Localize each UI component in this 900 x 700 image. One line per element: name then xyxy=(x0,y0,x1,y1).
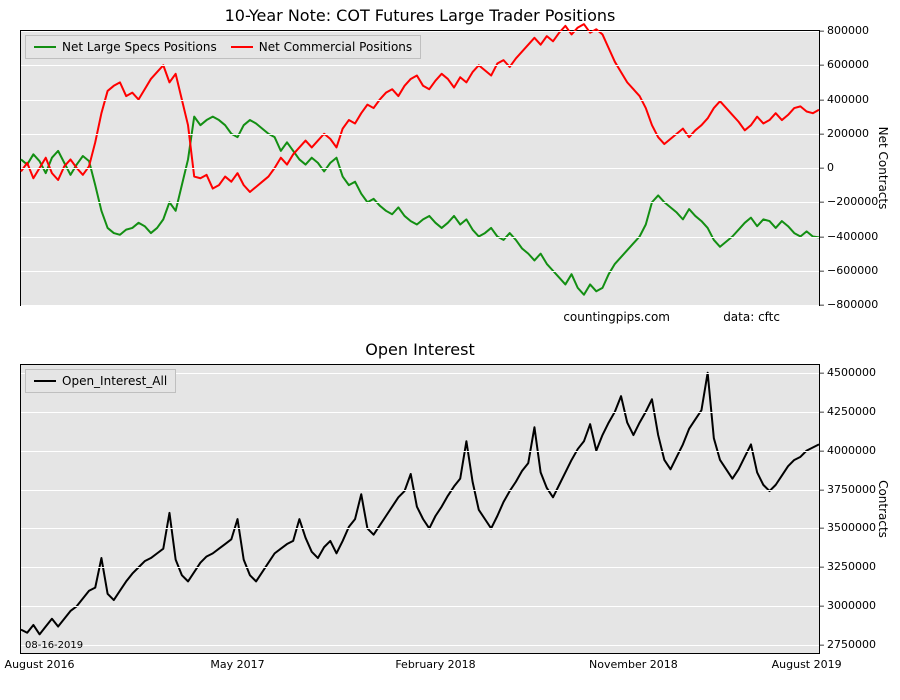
ytick-label: −400000 xyxy=(827,230,887,243)
xtick-label: May 2017 xyxy=(210,658,264,671)
top-legend: Net Large Specs Positions Net Commercial… xyxy=(25,35,421,59)
gridline xyxy=(21,412,819,413)
legend-label-oi: Open_Interest_All xyxy=(62,374,167,388)
ytick-label: −200000 xyxy=(827,195,887,208)
gridline xyxy=(21,134,819,135)
gridline xyxy=(21,202,819,203)
ytick-label: 4000000 xyxy=(827,444,887,457)
legend-label-specs: Net Large Specs Positions xyxy=(62,40,217,54)
top-panel: 10-Year Note: COT Futures Large Trader P… xyxy=(20,6,820,326)
gridline xyxy=(21,100,819,101)
gridline xyxy=(21,237,819,238)
figure-root: 10-Year Note: COT Futures Large Trader P… xyxy=(0,0,900,700)
gridline xyxy=(21,271,819,272)
top-plot-area: Net Large Specs Positions Net Commercial… xyxy=(20,30,820,306)
legend-item-specs: Net Large Specs Positions xyxy=(34,40,217,54)
gridline xyxy=(21,305,819,306)
bottom-plot-area: Open_Interest_All Contracts 08-16-2019 2… xyxy=(20,364,820,654)
top-panel-title: 10-Year Note: COT Futures Large Trader P… xyxy=(20,6,820,25)
ytick-label: 3750000 xyxy=(827,483,887,496)
gridline xyxy=(21,168,819,169)
xtick-label: August 2016 xyxy=(5,658,75,671)
bottom-series-svg xyxy=(21,365,819,653)
legend-item-comm: Net Commercial Positions xyxy=(231,40,412,54)
gridline xyxy=(21,490,819,491)
gridline xyxy=(21,65,819,66)
ytick-label: 400000 xyxy=(827,93,887,106)
gridline xyxy=(21,528,819,529)
ytick-label: 3250000 xyxy=(827,560,887,573)
ytick-label: −800000 xyxy=(827,298,887,311)
xtick-label: February 2018 xyxy=(395,658,475,671)
xtick-label: August 2019 xyxy=(772,658,842,671)
ytick-label: 800000 xyxy=(827,24,887,37)
ytick-label: 4250000 xyxy=(827,405,887,418)
gridline xyxy=(21,645,819,646)
legend-swatch-specs xyxy=(34,46,56,48)
bottom-panel-title: Open Interest xyxy=(20,340,820,359)
ytick-label: 0 xyxy=(827,161,887,174)
legend-item-oi: Open_Interest_All xyxy=(34,374,167,388)
legend-swatch-comm xyxy=(231,46,253,48)
ytick-label: 600000 xyxy=(827,58,887,71)
date-stamp: 08-16-2019 xyxy=(25,640,83,651)
attrib-cftc: data: cftc xyxy=(723,310,780,324)
bottom-legend: Open_Interest_All xyxy=(25,369,176,393)
ytick-label: 3000000 xyxy=(827,599,887,612)
gridline xyxy=(21,606,819,607)
gridline xyxy=(21,31,819,32)
bottom-panel: Open Interest Open_Interest_All Contract… xyxy=(20,340,820,674)
xtick-label: November 2018 xyxy=(589,658,678,671)
ytick-label: 3500000 xyxy=(827,521,887,534)
ytick-label: 200000 xyxy=(827,127,887,140)
attrib-countingpips: countingpips.com xyxy=(563,310,670,324)
ytick-label: −600000 xyxy=(827,264,887,277)
gridline xyxy=(21,567,819,568)
series-line xyxy=(21,117,819,295)
ytick-label: 4500000 xyxy=(827,366,887,379)
legend-swatch-oi xyxy=(34,380,56,382)
ytick-label: 2750000 xyxy=(827,638,887,651)
gridline xyxy=(21,451,819,452)
legend-label-comm: Net Commercial Positions xyxy=(259,40,412,54)
